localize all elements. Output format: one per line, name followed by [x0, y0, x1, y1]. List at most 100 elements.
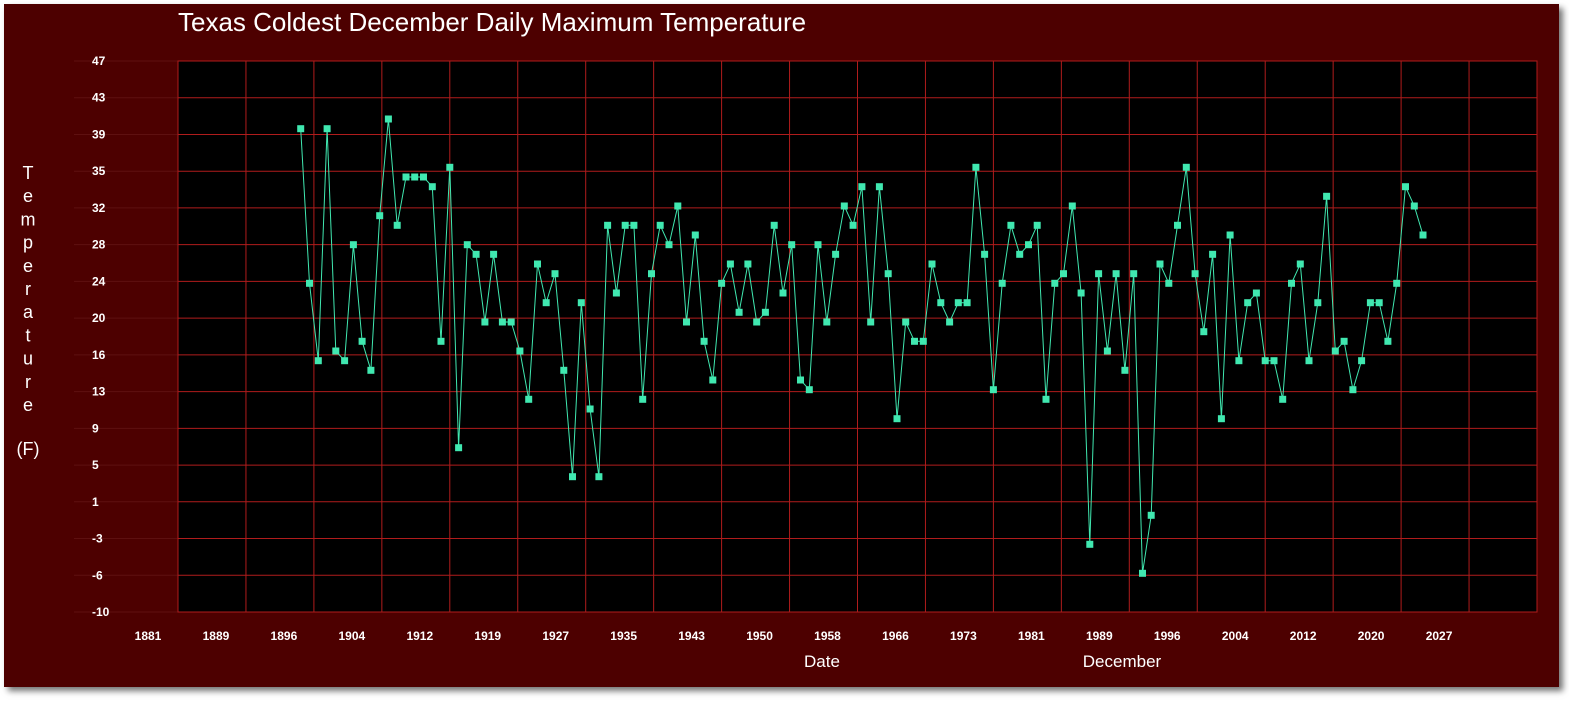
data-point [376, 212, 384, 220]
data-point [455, 444, 463, 452]
data-point [1340, 337, 1348, 345]
data-point [1358, 357, 1366, 365]
data-point [1305, 357, 1313, 365]
data-point [551, 270, 559, 278]
x-tick-label: 1973 [950, 629, 977, 643]
grid-lines [74, 60, 1538, 613]
x-tick-label: 1881 [135, 629, 162, 643]
chart-frame: Texas Coldest December Daily Maximum Tem… [4, 4, 1559, 687]
data-point [1147, 511, 1155, 519]
data-point [612, 289, 620, 297]
data-point [823, 318, 831, 326]
y-label-unit: (F) [17, 439, 40, 459]
data-point [639, 395, 647, 403]
data-point [1077, 289, 1085, 297]
data-point [1130, 270, 1138, 278]
x-axis-label: Date [804, 652, 840, 671]
data-point [534, 260, 541, 268]
data-point [797, 376, 804, 384]
data-point [849, 221, 857, 229]
data-point [1025, 241, 1032, 249]
y-label-char: e [23, 256, 33, 276]
data-point [744, 260, 752, 268]
data-point [323, 125, 331, 133]
y-tick-label: 20 [92, 311, 106, 325]
data-point [1226, 231, 1234, 239]
data-point [1016, 250, 1024, 258]
data-point [1235, 357, 1243, 365]
data-point [498, 318, 506, 326]
data-point [525, 395, 533, 403]
y-label-char: e [23, 186, 33, 206]
data-point [516, 347, 524, 355]
data-point [560, 366, 568, 374]
data-point [463, 241, 471, 249]
y-tick-label: 16 [92, 348, 106, 362]
y-axis-ticks: 47 43 39 35 32 28 24 20 16 13 9 5 1 -3 -6 -10 [92, 54, 110, 619]
data-point [1217, 415, 1225, 423]
y-label-char: p [23, 233, 33, 253]
data-point [306, 279, 313, 287]
data-point [1103, 347, 1111, 355]
data-point [542, 299, 550, 307]
y-label-char: t [25, 325, 30, 345]
data-point [1261, 357, 1269, 365]
y-label-char: r [25, 372, 31, 392]
data-point [1033, 221, 1041, 229]
y-tick-label: 28 [92, 238, 106, 252]
y-tick-label: 47 [92, 54, 106, 68]
x-tick-label: 2020 [1358, 629, 1385, 643]
data-point [1375, 299, 1383, 307]
y-tick-label: 39 [92, 127, 106, 141]
data-point [481, 318, 489, 326]
data-point [349, 241, 357, 249]
y-tick-label: 24 [92, 274, 106, 288]
data-point [1270, 357, 1278, 365]
data-point [770, 221, 778, 229]
data-point [1244, 299, 1252, 307]
data-point [1086, 540, 1094, 548]
data-point [963, 299, 971, 307]
data-point [1296, 260, 1304, 268]
data-point [788, 241, 796, 249]
data-point [884, 270, 892, 278]
data-point [902, 318, 910, 326]
x-axis-note: December [1083, 652, 1162, 671]
x-tick-label: 1966 [882, 629, 909, 643]
data-point [1007, 221, 1015, 229]
data-point [297, 125, 305, 133]
data-point [1200, 328, 1208, 336]
y-axis-label: Temperature(F) [17, 163, 40, 459]
x-tick-label: 1889 [203, 629, 230, 643]
y-tick-label: 5 [92, 458, 99, 472]
data-point [981, 250, 989, 258]
x-tick-label: 2012 [1290, 629, 1317, 643]
y-tick-label: 35 [92, 164, 106, 178]
data-point [989, 386, 997, 394]
data-point [726, 260, 734, 268]
x-tick-label: 1896 [271, 629, 298, 643]
data-point [709, 376, 717, 384]
data-point [1112, 270, 1120, 278]
data-point [954, 299, 962, 307]
data-point [384, 115, 392, 123]
data-point [805, 386, 813, 394]
data-point [814, 241, 822, 249]
y-tick-label: -10 [92, 605, 110, 619]
data-point [753, 318, 761, 326]
data-point [630, 221, 638, 229]
data-point [1121, 366, 1129, 374]
y-tick-label: 9 [92, 421, 99, 435]
x-tick-label: 2004 [1222, 629, 1249, 643]
data-point [1174, 221, 1181, 229]
data-point [569, 473, 576, 481]
data-point [937, 299, 945, 307]
x-axis-ticks: 1881 1889 1896 1904 1912 1919 1927 1935 1943 1950… [135, 629, 1453, 643]
data-point [691, 231, 699, 239]
data-point [674, 202, 682, 210]
data-point [1191, 270, 1199, 278]
y-tick-label: 32 [92, 201, 106, 215]
data-point [1156, 260, 1164, 268]
data-point [314, 357, 322, 365]
x-tick-label: 1927 [542, 629, 569, 643]
